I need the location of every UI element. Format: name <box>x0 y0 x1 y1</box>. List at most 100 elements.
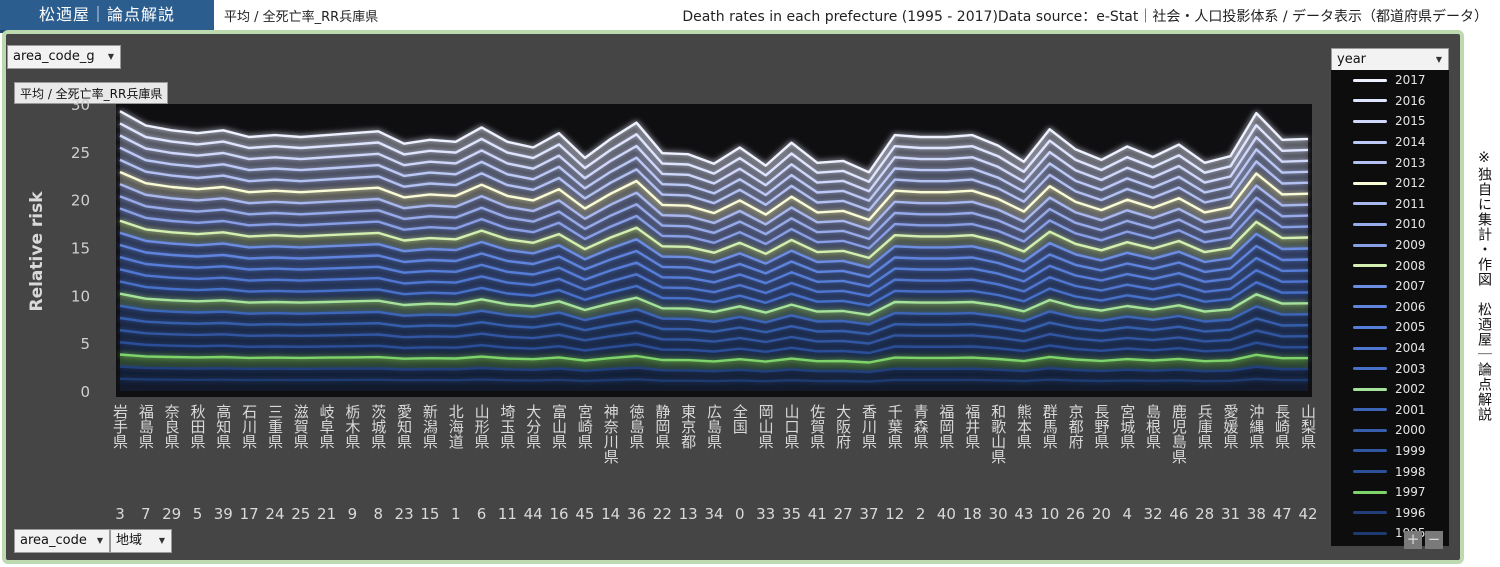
x-tick-label: 新潟県 <box>421 404 439 449</box>
x-tick-label: 佐賀県 <box>808 404 826 449</box>
area-code-label: 3 <box>115 505 125 523</box>
area-code-label: 34 <box>704 505 723 523</box>
x-tick-label: 兵庫県 <box>1196 404 1214 449</box>
legend-item[interactable]: 2017 <box>1331 70 1449 91</box>
area-code-label: 24 <box>265 505 284 523</box>
legend-item[interactable]: 2016 <box>1331 91 1449 112</box>
legend-item[interactable]: 2008 <box>1331 255 1449 276</box>
x-tick-label: 群馬県 <box>1041 404 1059 449</box>
line-series-2003 <box>119 280 1309 307</box>
area-code-label: 17 <box>240 505 259 523</box>
area-code-label: 6 <box>477 505 487 523</box>
legend-item[interactable]: 2014 <box>1331 132 1449 153</box>
legend-swatch <box>1353 181 1387 185</box>
legend-swatch <box>1353 325 1387 329</box>
legend-item[interactable]: 1996 <box>1331 502 1449 523</box>
legend-swatch <box>1353 284 1387 288</box>
legend-label: 2015 <box>1395 114 1426 129</box>
page-title: Death rates in each prefecture (1995 - 2… <box>682 9 1488 25</box>
legend-item[interactable]: 2013 <box>1331 152 1449 173</box>
area-code-label: 5 <box>193 505 203 523</box>
area-code-label: 43 <box>1014 505 1033 523</box>
legend-item[interactable]: 2007 <box>1331 276 1449 297</box>
legend-swatch <box>1353 161 1387 165</box>
area-code-label: 39 <box>214 505 233 523</box>
x-tick-label: 島根県 <box>1144 404 1162 449</box>
legend-label: 1998 <box>1395 464 1426 479</box>
area-code-label: 27 <box>834 505 853 523</box>
year-dropdown-value: year <box>1337 52 1367 67</box>
area-code-label: 44 <box>524 505 543 523</box>
legend-item[interactable]: 1998 <box>1331 461 1449 482</box>
x-tick-label: 長崎県 <box>1273 404 1291 449</box>
area-code-label: 36 <box>627 505 646 523</box>
x-tick-label: 全国 <box>731 403 749 434</box>
zoom-out-button[interactable]: − <box>1425 531 1443 549</box>
x-tick-label: 沖縄県 <box>1247 404 1265 449</box>
area-code-label: 1 <box>451 505 461 523</box>
line-series-2011 <box>119 183 1309 231</box>
legend-swatch <box>1353 119 1387 123</box>
legend-swatch <box>1353 511 1387 515</box>
x-tick-label: 福岡県 <box>937 404 955 449</box>
legend-item[interactable]: 2004 <box>1331 338 1449 359</box>
x-tick-label: 石川県 <box>240 404 258 449</box>
legend-item[interactable]: 2012 <box>1331 173 1449 194</box>
area-code-label: 41 <box>808 505 827 523</box>
x-tick-label: 青森県 <box>912 404 930 449</box>
area-code-label: 31 <box>1221 505 1240 523</box>
area-series-2005 <box>120 257 1308 296</box>
legend-label: 2013 <box>1395 155 1426 170</box>
legend-swatch <box>1353 449 1387 453</box>
legend-item[interactable]: 2005 <box>1331 317 1449 338</box>
area-code-label: 13 <box>679 505 698 523</box>
legend-label: 2017 <box>1395 73 1426 88</box>
legend-item[interactable]: 2001 <box>1331 400 1449 421</box>
line-series-1999 <box>119 329 1309 345</box>
legend-swatch <box>1353 367 1387 371</box>
area-code-dropdown[interactable]: area_code ▼ <box>14 529 110 553</box>
chevron-down-icon: ▼ <box>158 536 165 545</box>
side-note: ※独自に集計・作図 松迺屋｜論点解説 <box>1476 150 1492 422</box>
legend-item[interactable]: 1999 <box>1331 441 1449 462</box>
legend-item[interactable]: 2002 <box>1331 379 1449 400</box>
legend-item[interactable]: 2011 <box>1331 194 1449 215</box>
legend-swatch <box>1353 490 1387 494</box>
legend-item[interactable]: 2003 <box>1331 358 1449 379</box>
x-tick-label: 栃木県 <box>343 404 361 449</box>
x-tick-label: 高知県 <box>214 404 232 449</box>
area-code-label: 23 <box>395 505 414 523</box>
area-code-g-dropdown[interactable]: area_code_g ▼ <box>7 45 121 69</box>
region-dropdown[interactable]: 地域 ▼ <box>110 529 172 553</box>
brand-title[interactable]: 松迺屋｜論点解説 <box>0 0 214 30</box>
x-tick-label: 長野県 <box>1092 404 1110 449</box>
y-tick-label: 10 <box>71 287 90 305</box>
legend-label: 1999 <box>1395 443 1426 458</box>
y-tick-label: 0 <box>80 383 90 401</box>
legend-swatch <box>1353 78 1387 82</box>
year-dropdown[interactable]: year ▼ <box>1331 48 1449 72</box>
line-series-1997 <box>119 353 1309 364</box>
y-axis-label: Relative risk <box>27 191 47 312</box>
legend-item[interactable]: 1997 <box>1331 482 1449 503</box>
area-code-label: 10 <box>1040 505 1059 523</box>
area-code-label: 40 <box>937 505 956 523</box>
zoom-in-button[interactable]: + <box>1404 531 1422 549</box>
area-code-label: 25 <box>291 505 310 523</box>
legend-swatch <box>1353 140 1387 144</box>
legend-item[interactable]: 2015 <box>1331 111 1449 132</box>
x-tick-label: 岡山県 <box>757 404 775 449</box>
area-code-label: 8 <box>373 505 383 523</box>
area-series-2002 <box>120 293 1308 325</box>
area-code-label: 12 <box>885 505 904 523</box>
x-tick-label: 大分県 <box>524 404 542 449</box>
legend-swatch <box>1353 202 1387 206</box>
legend-swatch <box>1353 428 1387 432</box>
legend-label: 2000 <box>1395 423 1426 438</box>
legend-item[interactable]: 2009 <box>1331 235 1449 256</box>
legend-item[interactable]: 2006 <box>1331 297 1449 318</box>
legend-item[interactable]: 2010 <box>1331 214 1449 235</box>
area-code-label: 22 <box>653 505 672 523</box>
legend-item[interactable]: 2000 <box>1331 420 1449 441</box>
